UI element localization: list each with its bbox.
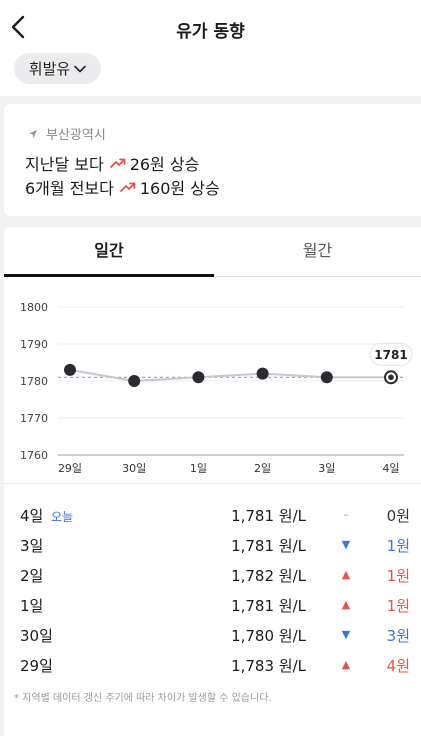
trend-summary: 부산광역시 지난달 보다 26원 상승 6개월 전보다 160원 상승 [4,104,421,216]
row-price: 1,780 원/L [231,627,306,645]
row-price: 1,783 원/L [231,657,306,675]
row-price: 1,781 원/L [231,597,306,615]
arrow-down-icon: ▼ [341,628,351,641]
region-name: 부산광역시 [46,128,106,143]
arrow-up-icon: ▲ [341,658,351,671]
x-tick-label: 29일 [58,461,82,475]
divider [4,483,421,484]
fuel-type-label: 휘발유 [28,60,71,78]
trend-up-icon [109,158,126,168]
arrow-up-icon: ▲ [341,568,351,581]
price-list: 4일 오늘 1,781 원/L – 0원 3일 1,781 원/L ▼ 1원 2일 1,782 원/… [4,500,421,680]
today-tag: 오늘 [51,510,74,524]
row-diff: 1원 [386,597,410,615]
chevron-left-icon [11,15,25,39]
price-row: 29일 1,783 원/L ▲ 4원 [4,650,421,680]
back-button[interactable] [8,14,30,40]
page-title: 유가 동향 [176,22,245,42]
y-tick-label: 1770 [20,412,48,425]
y-tick-label: 1760 [20,449,48,462]
monthly-change-value: 26원 상승 [129,155,200,174]
price-row: 30일 1,780 원/L ▼ 3원 [4,620,421,650]
x-tick-label: 4일 [382,461,399,475]
price-trend-card: 일간 월간 1800 1790 1780 1770 1760 29일 30일 1일 2일 3일 4일… [4,227,421,736]
data-point-highlight-core [388,374,394,381]
data-point [192,371,205,384]
row-day: 2일 [20,567,44,585]
y-tick-label: 1790 [20,338,48,351]
row-diff: 1원 [386,567,410,585]
fuel-type-dropdown[interactable]: 휘발유 [14,53,101,84]
x-tick-label: 3일 [318,461,335,475]
chevron-down-icon [74,65,87,72]
price-row: 1일 1,781 원/L ▲ 1원 [4,590,421,620]
row-day: 30일 [20,627,53,645]
row-diff: 0원 [386,507,410,525]
value-bubble [369,342,413,366]
arrow-down-icon: ▼ [341,538,351,551]
trend-up-icon [119,182,136,192]
price-row: 2일 1,782 원/L ▲ 1원 [4,560,421,590]
x-tick-label: 30일 [122,461,146,475]
row-diff: 3원 [386,627,410,645]
data-point [256,367,269,380]
price-row: 4일 오늘 1,781 원/L – 0원 [4,500,421,530]
value-bubble-label: 1781 [374,348,407,362]
price-row: 3일 1,781 원/L ▼ 1원 [4,530,421,560]
series-line [69,368,391,383]
row-price: 1,781 원/L [231,507,306,525]
price-line-chart: 1800 1790 1780 1770 1760 29일 30일 1일 2일 3일 4일 1781 [20,301,413,475]
row-day: 29일 [20,657,53,675]
row-price: 1,781 원/L [231,537,306,555]
region-row: 부산광역시 [28,124,106,143]
monthly-change-label: 지난달 보다 [25,155,104,174]
data-point [64,363,76,376]
six-month-change-value: 160원 상승 [139,179,220,198]
tab-monthly[interactable]: 월간 [214,227,421,277]
x-tick-label: 1일 [190,461,207,475]
row-day: 1일 [20,597,44,615]
data-point [320,371,333,384]
dash-icon: – [343,508,349,521]
row-diff: 4원 [386,657,410,675]
six-month-change-label: 6개월 전보다 [25,179,114,198]
top-bar: 유가 동향 휘발유 [0,0,421,96]
data-point [128,375,141,387]
six-month-change: 6개월 전보다 160원 상승 [25,175,220,199]
x-tick-label: 2일 [254,461,271,475]
row-price: 1,782 원/L [231,567,306,585]
y-tick-label: 1780 [20,375,48,388]
tab-daily[interactable]: 일간 [4,227,214,277]
y-tick-label: 1800 [20,301,48,314]
row-day: 4일 [20,507,44,525]
arrow-up-icon: ▲ [341,598,351,611]
location-arrow-icon [29,129,37,138]
data-note: * 지역별 데이터 갱신 주기에 따라 차이가 발생할 수 있습니다. [14,693,272,704]
monthly-change: 지난달 보다 26원 상승 [25,151,199,175]
row-day: 3일 [20,537,44,555]
row-diff: 1원 [386,537,410,555]
